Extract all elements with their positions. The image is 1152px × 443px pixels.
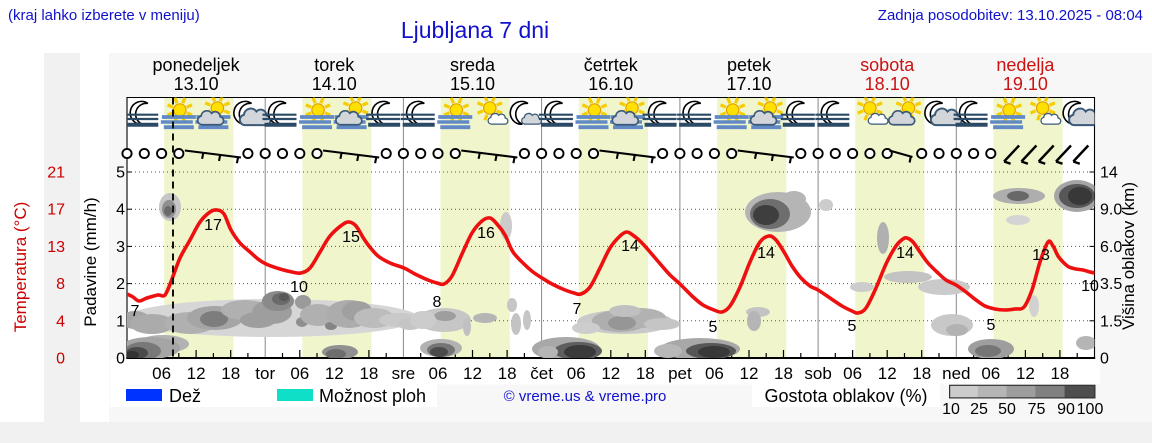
svg-text:06: 06 bbox=[567, 364, 586, 383]
svg-text:17: 17 bbox=[204, 217, 222, 234]
svg-text:50: 50 bbox=[998, 401, 1016, 418]
svg-text:3: 3 bbox=[116, 239, 125, 256]
svg-text:Padavine (mm/h): Padavine (mm/h) bbox=[81, 197, 100, 326]
svg-text:6.0: 6.0 bbox=[1100, 239, 1122, 256]
svg-text:06: 06 bbox=[152, 364, 171, 383]
svg-text:06: 06 bbox=[429, 364, 448, 383]
svg-text:(kraj lahko izberete v meniju): (kraj lahko izberete v meniju) bbox=[8, 7, 200, 24]
svg-text:16: 16 bbox=[477, 225, 495, 242]
svg-text:14: 14 bbox=[1100, 165, 1118, 182]
svg-text:četrtek: četrtek bbox=[584, 55, 639, 75]
svg-text:Temperatura (°C): Temperatura (°C) bbox=[11, 202, 30, 333]
svg-text:8: 8 bbox=[433, 294, 442, 311]
svg-text:Višina oblakov (km): Višina oblakov (km) bbox=[1119, 182, 1138, 330]
svg-text:06: 06 bbox=[981, 364, 1000, 383]
svg-text:7: 7 bbox=[131, 303, 140, 320]
svg-text:14: 14 bbox=[757, 245, 775, 262]
svg-text:18: 18 bbox=[912, 364, 931, 383]
svg-text:10: 10 bbox=[290, 279, 308, 296]
svg-text:5: 5 bbox=[848, 318, 857, 335]
svg-text:9.0: 9.0 bbox=[1100, 202, 1122, 219]
svg-text:8: 8 bbox=[56, 276, 65, 293]
svg-text:19.10: 19.10 bbox=[1003, 74, 1048, 94]
svg-text:Dež: Dež bbox=[169, 386, 201, 406]
svg-text:4: 4 bbox=[56, 313, 65, 330]
svg-text:torek: torek bbox=[314, 55, 355, 75]
svg-text:čet: čet bbox=[530, 364, 553, 383]
svg-text:17: 17 bbox=[47, 202, 65, 219]
svg-text:0: 0 bbox=[56, 351, 65, 368]
svg-text:06: 06 bbox=[843, 364, 862, 383]
svg-text:Ljubljana 7 dni: Ljubljana 7 dni bbox=[401, 17, 549, 43]
svg-text:17.10: 17.10 bbox=[726, 74, 771, 94]
svg-text:5: 5 bbox=[987, 317, 996, 334]
svg-text:12: 12 bbox=[601, 364, 620, 383]
svg-text:13: 13 bbox=[47, 239, 65, 256]
svg-text:0: 0 bbox=[116, 351, 125, 368]
svg-text:90: 90 bbox=[1057, 401, 1075, 418]
svg-text:10: 10 bbox=[942, 401, 960, 418]
svg-text:15: 15 bbox=[342, 229, 360, 246]
svg-text:tor: tor bbox=[255, 364, 275, 383]
svg-text:18: 18 bbox=[774, 364, 793, 383]
svg-text:2: 2 bbox=[116, 276, 125, 293]
svg-text:15.10: 15.10 bbox=[450, 74, 495, 94]
svg-text:pet: pet bbox=[668, 364, 692, 383]
svg-text:10: 10 bbox=[1081, 278, 1099, 295]
svg-text:18: 18 bbox=[221, 364, 240, 383]
svg-text:18: 18 bbox=[359, 364, 378, 383]
svg-text:sob: sob bbox=[804, 364, 831, 383]
svg-text:12: 12 bbox=[878, 364, 897, 383]
svg-text:12: 12 bbox=[325, 364, 344, 383]
svg-text:18: 18 bbox=[498, 364, 517, 383]
svg-text:1.5: 1.5 bbox=[1100, 313, 1122, 330]
svg-text:sreda: sreda bbox=[450, 55, 496, 75]
svg-text:25: 25 bbox=[970, 401, 988, 418]
svg-text:18: 18 bbox=[636, 364, 655, 383]
svg-text:nedelja: nedelja bbox=[996, 55, 1055, 75]
svg-text:petek: petek bbox=[727, 55, 772, 75]
svg-text:12: 12 bbox=[740, 364, 759, 383]
svg-text:14: 14 bbox=[621, 238, 639, 255]
svg-text:21: 21 bbox=[47, 165, 65, 182]
svg-text:© vreme.us & vreme.pro: © vreme.us & vreme.pro bbox=[504, 388, 667, 405]
svg-text:sobota: sobota bbox=[860, 55, 915, 75]
svg-text:16.10: 16.10 bbox=[588, 74, 633, 94]
svg-text:5: 5 bbox=[116, 165, 125, 182]
svg-text:12: 12 bbox=[463, 364, 482, 383]
svg-text:Možnost ploh: Možnost ploh bbox=[319, 386, 426, 406]
svg-text:18.10: 18.10 bbox=[865, 74, 910, 94]
svg-text:3.5: 3.5 bbox=[1100, 276, 1122, 293]
svg-text:75: 75 bbox=[1028, 401, 1046, 418]
svg-text:0: 0 bbox=[1100, 351, 1109, 368]
svg-text:ned: ned bbox=[942, 364, 970, 383]
svg-text:13: 13 bbox=[1032, 247, 1050, 264]
svg-text:12: 12 bbox=[1016, 364, 1035, 383]
svg-text:7: 7 bbox=[573, 301, 582, 318]
svg-text:1: 1 bbox=[116, 313, 125, 330]
svg-text:06: 06 bbox=[290, 364, 309, 383]
svg-text:sre: sre bbox=[392, 364, 416, 383]
svg-text:14: 14 bbox=[896, 245, 914, 262]
svg-text:13.10: 13.10 bbox=[174, 74, 219, 94]
svg-text:ponedeljek: ponedeljek bbox=[153, 55, 241, 75]
svg-text:18: 18 bbox=[1050, 364, 1069, 383]
svg-text:12: 12 bbox=[187, 364, 206, 383]
svg-text:Zadnja posodobitev: 13.10.2025: Zadnja posodobitev: 13.10.2025 - 08:04 bbox=[878, 7, 1143, 24]
svg-text:06: 06 bbox=[705, 364, 724, 383]
svg-text:4: 4 bbox=[116, 202, 125, 219]
svg-text:Gostota oblakov (%): Gostota oblakov (%) bbox=[764, 386, 927, 406]
svg-text:14.10: 14.10 bbox=[312, 74, 357, 94]
svg-text:100: 100 bbox=[1077, 401, 1104, 418]
svg-text:5: 5 bbox=[709, 319, 718, 336]
